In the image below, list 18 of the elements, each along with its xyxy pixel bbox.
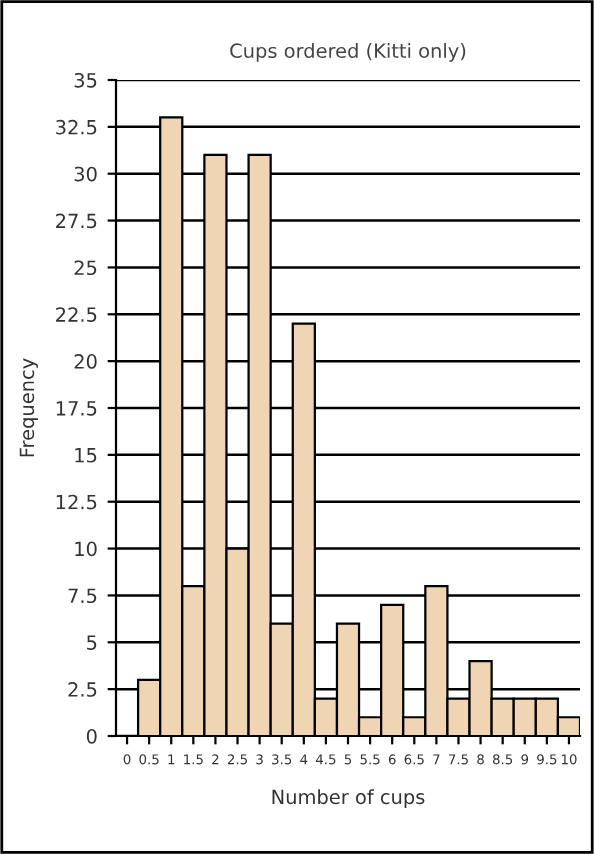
y-tick-label: 22.5 xyxy=(56,307,97,322)
y-tick-label: 27.5 xyxy=(56,213,97,229)
y-tick-label: 32.5 xyxy=(56,119,97,135)
y-tick-label: 0 xyxy=(86,728,97,744)
y-tick-label: 35 xyxy=(74,72,97,88)
y-tick-label: 12.5 xyxy=(56,494,97,510)
y-tick-label: 15 xyxy=(75,448,97,463)
y-tick-label: 10 xyxy=(75,541,97,557)
y-tick-label: 5 xyxy=(87,635,97,650)
y-tick-label: 17.5 xyxy=(56,401,97,416)
y-axis-title: Frequency xyxy=(19,358,38,457)
y-tick-label: 7.5 xyxy=(68,588,97,604)
y-tick-label: 25 xyxy=(74,260,97,276)
y-tick-label: 2.5 xyxy=(68,682,97,697)
y-tick-label: 30 xyxy=(74,166,97,182)
x-axis-title: Number of cups xyxy=(272,789,425,808)
chart-title: Cups ordered (Kitti only) xyxy=(230,43,466,62)
y-tick-label: 20 xyxy=(74,354,97,369)
